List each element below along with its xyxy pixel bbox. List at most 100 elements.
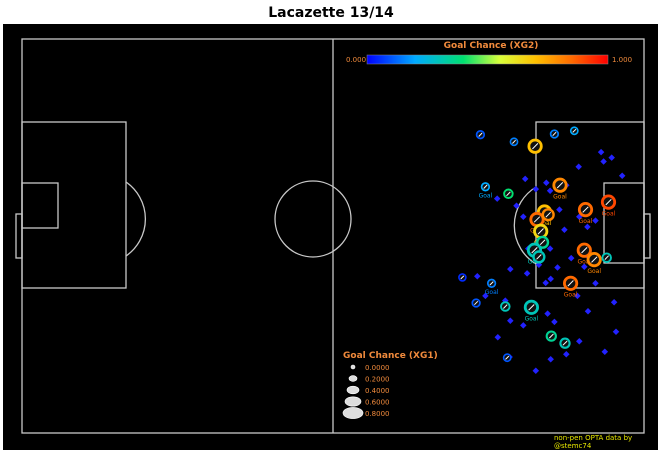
shot-direction-tick [548, 333, 554, 339]
size-legend-label: 0.8000 [365, 410, 390, 418]
miss-marker [523, 270, 531, 277]
shot-direction-tick [552, 131, 557, 137]
pitch-panel [3, 24, 658, 450]
size-legend-label: 0.2000 [365, 376, 390, 384]
credit-line-1: non-pen OPTA data by [554, 434, 632, 442]
shot-direction-tick [539, 239, 546, 246]
miss-marker [532, 367, 540, 374]
left-six-yard-box [21, 182, 59, 229]
miss-marker [546, 187, 554, 194]
miss-marker [584, 223, 591, 231]
goal-label: Goal [485, 289, 499, 296]
goal-label: Goal [587, 268, 601, 275]
size-legend-label: 0.6000 [365, 399, 390, 407]
shot-direction-tick [483, 184, 488, 189]
miss-marker [581, 263, 588, 270]
shot-direction-tick [531, 247, 538, 254]
miss-marker [618, 172, 626, 179]
miss-marker [554, 264, 561, 271]
colorbar-max-label: 1.000 [612, 56, 632, 64]
colorbar-title: Goal Chance (XG2) [444, 41, 539, 51]
shot-direction-tick [605, 198, 612, 206]
miss-marker [608, 154, 615, 161]
size-legend-items: 0.0000 0.2000 0.4000 0.6000 0.8000 [342, 364, 390, 419]
miss-marker [575, 163, 582, 170]
shot-direction-tick [556, 182, 564, 189]
right-goal [643, 213, 651, 259]
miss-marker [547, 356, 554, 363]
shot-direction-tick [460, 275, 465, 280]
miss-marker [521, 175, 529, 183]
miss-marker [544, 310, 551, 317]
shot-direction-tick [505, 355, 510, 360]
miss-marker [520, 322, 527, 329]
shot-direction-tick [567, 280, 574, 287]
miss-marker [494, 334, 502, 341]
goal-label: Goal [579, 218, 593, 225]
size-legend-label: 0.0000 [365, 364, 390, 372]
miss-marker [563, 350, 570, 358]
miss-marker [561, 226, 568, 233]
left-goal [15, 213, 23, 259]
shot-direction-tick [582, 206, 589, 213]
chart-title: Lacazette 13/14 [268, 5, 394, 21]
shot-direction-tick [562, 340, 568, 346]
miss-marker [474, 272, 481, 280]
size-legend-symbol [342, 407, 364, 419]
shot-direction-tick [533, 216, 541, 223]
miss-marker [576, 337, 583, 345]
shot-direction-tick [572, 128, 577, 133]
size-legend-symbol [346, 385, 360, 395]
miss-marker [610, 298, 618, 306]
pitch-chart: Goal Goal Goal Goal Goal Goal Goal Goal Goal Goal… [15, 38, 651, 450]
miss-marker [601, 348, 609, 356]
miss-marker [612, 328, 620, 335]
miss-marker [556, 206, 563, 213]
shot-direction-tick [478, 132, 483, 137]
miss-marker [520, 213, 527, 220]
shot-direction-tick [545, 211, 551, 218]
miss-marker [574, 292, 581, 300]
miss-marker [597, 148, 605, 156]
shot-direction-tick [474, 300, 479, 306]
miss-marker [567, 254, 575, 262]
shot-direction-tick [537, 228, 544, 235]
miss-marker [592, 217, 599, 224]
size-legend-symbol [350, 364, 356, 370]
centre-circle [274, 180, 352, 258]
goal-label: Goal [602, 210, 616, 217]
colorbar-min-label: 0.000 [346, 56, 366, 64]
miss-marker [513, 202, 520, 209]
size-legend-title: Goal Chance (XG1) [343, 351, 438, 361]
miss-marker [482, 292, 489, 300]
miss-marker [493, 195, 501, 202]
size-legend-symbol [348, 375, 358, 382]
shot-direction-tick [503, 304, 508, 309]
miss-marker [551, 318, 558, 326]
shot-direction-tick [528, 304, 535, 311]
miss-marker [507, 317, 514, 324]
goal-label: Goal [553, 193, 567, 200]
shot-direction-tick [591, 256, 598, 263]
missed-shot-markers [474, 148, 626, 374]
miss-marker [592, 280, 599, 287]
miss-marker [584, 308, 592, 315]
miss-marker [507, 265, 514, 273]
goal-label: Goal [525, 316, 539, 323]
miss-marker [546, 245, 554, 252]
left-penalty-area [21, 121, 127, 289]
colorbar: Goal Chance (XG2) 0.000 1.000 [346, 41, 632, 65]
right-penalty-arc [513, 186, 537, 265]
miss-marker [532, 185, 540, 193]
shot-direction-tick [532, 143, 539, 150]
miss-marker [600, 158, 607, 165]
shot-direction-tick [536, 254, 542, 260]
miss-marker [542, 279, 549, 287]
miss-marker [547, 275, 554, 283]
goal-label: Goal [538, 220, 552, 227]
shot-direction-tick [604, 255, 609, 260]
credit-line-2: @stemc74 [554, 442, 592, 450]
size-legend-label: 0.4000 [365, 387, 390, 395]
goal-label: Goal [564, 292, 578, 299]
miss-marker [543, 179, 550, 187]
